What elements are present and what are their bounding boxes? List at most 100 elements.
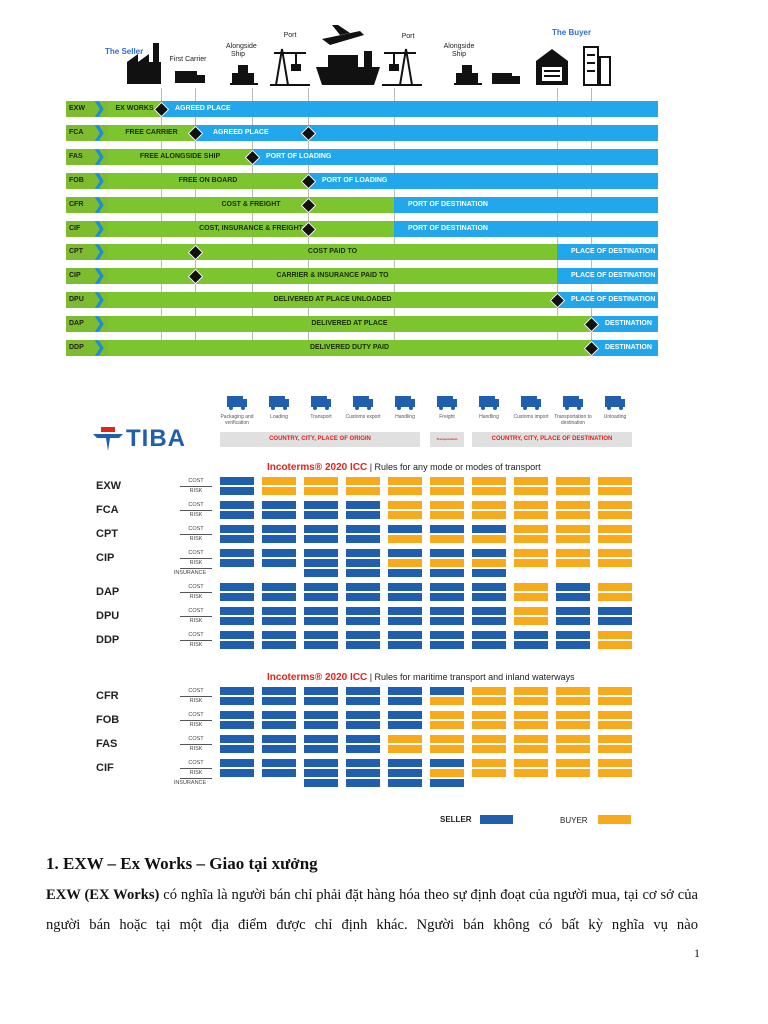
seller-cell [598, 607, 632, 615]
seller-cell [220, 607, 254, 615]
seller-cell [388, 583, 422, 591]
term-code: EXW [66, 101, 108, 117]
seller-label: DELIVERED AT PLACE [311, 320, 388, 328]
seller-cell [430, 779, 464, 787]
seller-cell [514, 631, 548, 639]
seller-label: EX WORKS [115, 105, 154, 112]
container-crane-icon [477, 390, 501, 410]
buyer-label: PLACE OF DESTINATION [571, 248, 656, 256]
row-label-cost: COST [188, 632, 204, 638]
seller-cell [556, 641, 590, 649]
page-number: 1 [694, 946, 700, 960]
timeline-row-cfr: CFR ❯ COST & FREIGHT PORT OF DESTINATION [66, 195, 658, 213]
seller-cell [262, 559, 296, 567]
row-label-cost: COST [188, 526, 204, 532]
row-divider [180, 720, 212, 721]
origin-bar: COUNTRY, CITY, PLACE OF ORIGIN [220, 432, 420, 447]
stage-label: Customs import [513, 414, 549, 420]
term-code: CIF [96, 762, 114, 774]
seller-cell [346, 559, 380, 567]
seller-cell [304, 569, 338, 577]
buyer-cell [304, 487, 338, 495]
seller-cell [346, 759, 380, 767]
buyer-cell [262, 477, 296, 485]
seller-segment [108, 172, 308, 189]
seller-cell [262, 769, 296, 777]
stage-label: Customs export [345, 414, 381, 420]
buyer-cell [472, 735, 506, 743]
container-crane-icon [393, 390, 417, 410]
row-label-risk: RISK [189, 770, 203, 776]
buyer-cell [598, 511, 632, 519]
seller-cell [304, 769, 338, 777]
freight-icon [435, 390, 459, 410]
buyer-cell [472, 759, 506, 767]
stage-label: Unloading [603, 414, 627, 420]
buyer-cell [514, 721, 548, 729]
stage-label: Transportation to destination [554, 414, 592, 426]
term-code: FCA [96, 504, 119, 516]
seller-cell [304, 641, 338, 649]
buyer-cell [598, 535, 632, 543]
row-label-risk: RISK [189, 698, 203, 704]
term-code: DDP [96, 634, 120, 646]
buyer-cell [430, 487, 464, 495]
buyer-cell [556, 735, 590, 743]
row-label-cost: COST [188, 736, 204, 742]
seller-cell [262, 583, 296, 591]
seller-cell [220, 511, 254, 519]
row-divider [180, 778, 212, 779]
term-code: FAS [66, 148, 108, 165]
seller-cell [472, 525, 506, 533]
transport-icons [127, 25, 611, 86]
buyer-cell [430, 511, 464, 519]
buyer-cell [556, 769, 590, 777]
buyer-cell [514, 525, 548, 533]
buyer-cell [472, 697, 506, 705]
seller-cell [220, 769, 254, 777]
boxes-icon [230, 65, 258, 85]
timeline-row-fca: FCA ❯ FREE CARRIER AGREED PLACE [66, 124, 658, 142]
seller-cell [262, 697, 296, 705]
buyer-cell [514, 535, 548, 543]
buyer-label: PLACE OF DESTINATION [571, 272, 656, 280]
timeline-row-fob: FOB ❯ FREE ON BOARD PORT OF LOADING [66, 172, 658, 189]
seller-cell [220, 745, 254, 753]
row-label-risk: RISK [189, 488, 203, 494]
buyer-cell [388, 745, 422, 753]
seller-cell [304, 511, 338, 519]
seller-cell [220, 641, 254, 649]
row-label-risk: RISK [189, 594, 203, 600]
destination-bar: COUNTRY, CITY, PLACE OF DESTINATION [472, 432, 632, 447]
chevron-right-icon: ❯ [93, 195, 106, 213]
seller-cell [430, 549, 464, 557]
chevron-right-icon: ❯ [93, 219, 106, 237]
seller-cell [304, 501, 338, 509]
seller-cell [304, 697, 338, 705]
seller-cell [430, 569, 464, 577]
seller-segment [108, 220, 394, 237]
buyer-cell [472, 769, 506, 777]
buyer-cell [388, 511, 422, 519]
buyer-cell [598, 583, 632, 591]
seller-cell [304, 593, 338, 601]
buyer-cell [430, 535, 464, 543]
buyer-cell [556, 535, 590, 543]
alongside-ship-destination-label: Alongside Ship [443, 43, 475, 58]
buyer-cell [598, 477, 632, 485]
seller-cell [262, 687, 296, 695]
seller-label: DELIVERED AT PLACE UNLOADED [273, 296, 392, 304]
buyer-cell [514, 735, 548, 743]
term-code: CPT [66, 244, 108, 261]
seller-cell [220, 735, 254, 743]
buyer-cell [472, 559, 506, 567]
seller-cell [220, 477, 254, 485]
seller-cell [472, 593, 506, 601]
buyer-cell [598, 559, 632, 567]
seller-cell [346, 617, 380, 625]
term-code: CFR [96, 690, 119, 702]
row-divider [180, 568, 212, 569]
seller-segment [108, 148, 252, 165]
seller-cell [388, 617, 422, 625]
row-divider [180, 616, 212, 617]
